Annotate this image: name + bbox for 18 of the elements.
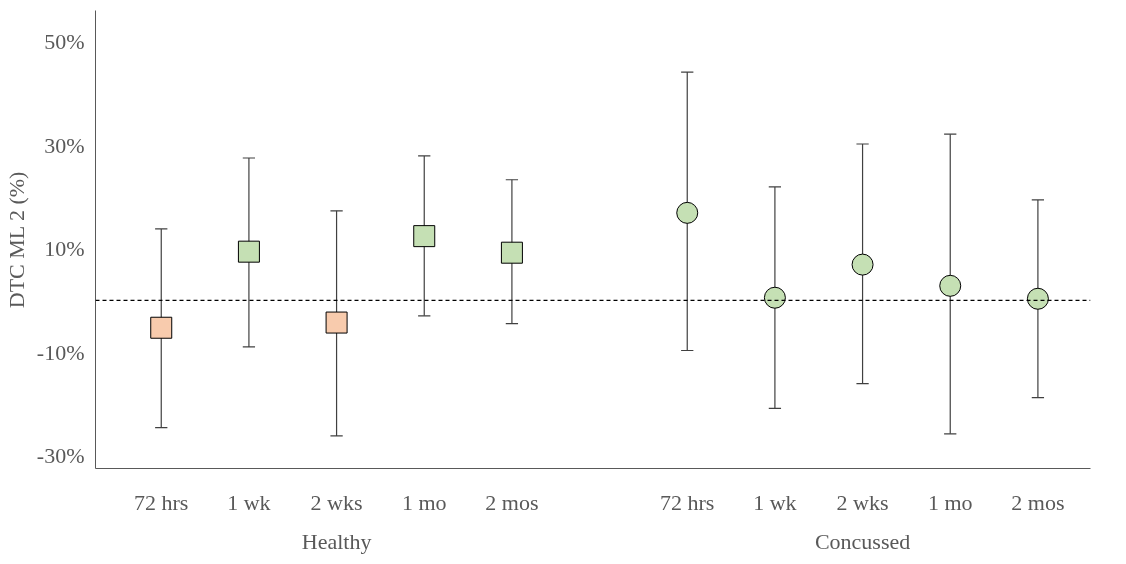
x-tick-label: 1 wk	[227, 489, 271, 515]
x-tick-label: 72 hrs	[134, 489, 189, 515]
y-tick-label: 30%	[44, 132, 85, 158]
x-tick-label: 2 mos	[1011, 489, 1065, 515]
y-axis-title: DTC ML 2 (%)	[3, 171, 29, 309]
x-tick-label: 2 wks	[310, 489, 363, 515]
text: Healthy	[301, 528, 372, 554]
x-tick-label: 2 mos	[485, 489, 539, 515]
x-tick-label: 2 wks	[836, 489, 889, 515]
x-tick-label: 72 hrs	[660, 489, 715, 515]
x-tick-label: 1 wk	[753, 489, 797, 515]
x-tick-label: 1 mo	[927, 489, 973, 515]
y-tick-label: 50%	[44, 29, 85, 55]
y-tick-label: -10%	[36, 339, 85, 365]
y-tick-label: -30%	[36, 443, 85, 469]
x-tick-label: 1 mo	[401, 489, 447, 515]
y-tick-label: 10%	[44, 236, 85, 262]
text: Concussed	[814, 528, 911, 554]
